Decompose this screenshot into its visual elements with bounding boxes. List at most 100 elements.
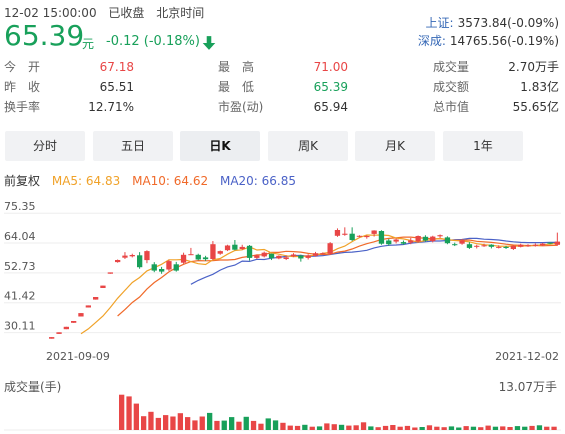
candle-body (378, 231, 385, 244)
volume-bar (404, 425, 411, 430)
volume-bar (221, 420, 227, 430)
index-value: 14765.56(-0.19%) (449, 34, 559, 48)
index-value: 3573.84(-0.09%) (457, 16, 559, 30)
candle-body (129, 255, 135, 257)
tab-daily-k[interactable]: 日K (180, 131, 260, 161)
volume-bar (375, 427, 381, 430)
volume-bar (250, 420, 257, 430)
volume-bar (280, 422, 286, 430)
candle-body (144, 251, 150, 261)
timezone-label: 北京时间 (156, 6, 205, 20)
candle-body (437, 235, 443, 237)
y-tick-label: 75.35 (4, 200, 36, 213)
index-shanghai[interactable]: 上证: 3573.84(-0.09%) (426, 14, 559, 31)
quote-datetime: 12-02 15:00:00 (4, 6, 97, 20)
candle-body (415, 236, 421, 242)
index-name: 上证: (425, 16, 454, 30)
volume-bar (507, 427, 513, 430)
ma10-legend: MA10: 64.62 (132, 174, 209, 188)
stat-value: 55.65亿 (512, 100, 559, 114)
volume-bar (185, 417, 191, 430)
candle-body (532, 244, 538, 246)
tab-intraday[interactable]: 分时 (5, 131, 85, 161)
ma5-legend: MA5: 64.83 (51, 174, 121, 188)
candle-body (503, 246, 509, 248)
stat-value: 65.39 (313, 80, 348, 94)
candle-body (180, 254, 187, 263)
volume-bar (287, 425, 293, 430)
candle-body (232, 244, 238, 250)
volume-title: 成交量(手) (4, 380, 62, 394)
stat-turnover-rate: 换手率 12.71% (4, 98, 134, 116)
volume-bar (294, 425, 301, 430)
volume-bar (544, 426, 550, 430)
candle-body (151, 264, 157, 271)
candle-body (93, 297, 99, 300)
candle-body (107, 272, 113, 274)
volume-bar (192, 420, 198, 430)
candle-body (364, 236, 370, 238)
stat-label: 今 开 (4, 60, 41, 74)
volume-bar (536, 425, 543, 430)
candle-body (488, 244, 494, 247)
tab-five-day[interactable]: 五日 (93, 131, 173, 161)
index-shenzhen[interactable]: 深成: 14765.56(-0.19%) (418, 32, 559, 49)
volume-bar (441, 427, 447, 430)
price-unit: 元 (82, 37, 95, 51)
candle-body (49, 337, 55, 339)
candle-body (320, 253, 326, 255)
change-percent: (-0.18%) (143, 34, 200, 49)
tab-one-year[interactable]: 1年 (443, 131, 523, 161)
stat-pe-ratio: 市盈(动) 65.94 (218, 98, 348, 116)
adjust-mode[interactable]: 前复权 (4, 174, 41, 188)
volume-bar (265, 418, 271, 430)
volume-bar (302, 424, 308, 430)
stat-label: 成交额 (433, 80, 470, 94)
quote-stats: 今 开 67.18 最 高 71.00 成交量 2.70万手 昨 收 65.51… (0, 58, 565, 118)
candle-body (386, 240, 392, 245)
stat-value: 1.83亿 (520, 80, 559, 94)
change-value: -0.12 (106, 34, 140, 49)
volume-bar (119, 394, 125, 430)
candle-body (510, 245, 516, 249)
stat-market-cap: 总市值 55.65亿 (433, 98, 559, 116)
tab-weekly-k[interactable]: 周K (268, 131, 348, 161)
candle-body (217, 251, 223, 254)
stat-turnover: 成交额 1.83亿 (433, 78, 559, 96)
price-change: -0.12 (-0.18%) (106, 34, 200, 49)
candle-body (239, 246, 245, 249)
stat-prev-close: 昨 收 65.51 (4, 78, 134, 96)
volume-bar (236, 421, 242, 430)
volume-bar (155, 417, 161, 430)
stat-label: 总市值 (433, 100, 470, 114)
stat-label: 昨 收 (4, 80, 41, 94)
candle-body (283, 257, 289, 259)
candle-body (459, 240, 465, 244)
candle-body (63, 326, 69, 330)
candle-body (430, 236, 436, 242)
y-tick-label: 52.73 (4, 260, 36, 273)
candle-body (71, 321, 77, 323)
stat-open: 今 开 67.18 (4, 58, 134, 76)
volume-bar (470, 426, 477, 430)
volume-bar (492, 426, 499, 430)
stat-volume: 成交量 2.70万手 (433, 58, 559, 76)
candle-body (305, 255, 311, 258)
volume-bar (551, 426, 557, 430)
current-price: 65.39 (4, 19, 85, 52)
candle-body (268, 253, 275, 259)
volume-bar (163, 415, 169, 430)
volume-bar (448, 426, 455, 430)
candle-body (246, 245, 253, 258)
tab-monthly-k[interactable]: 月K (355, 131, 435, 161)
volume-bar (419, 427, 425, 430)
volume-bar (316, 426, 323, 430)
index-name: 深成: (417, 34, 446, 48)
volume-bar (360, 422, 367, 430)
candle-body (210, 244, 216, 259)
volume-bar (456, 427, 462, 430)
volume-bar (141, 416, 147, 430)
stat-value: 71.00 (313, 60, 348, 74)
candle-body (466, 244, 473, 248)
